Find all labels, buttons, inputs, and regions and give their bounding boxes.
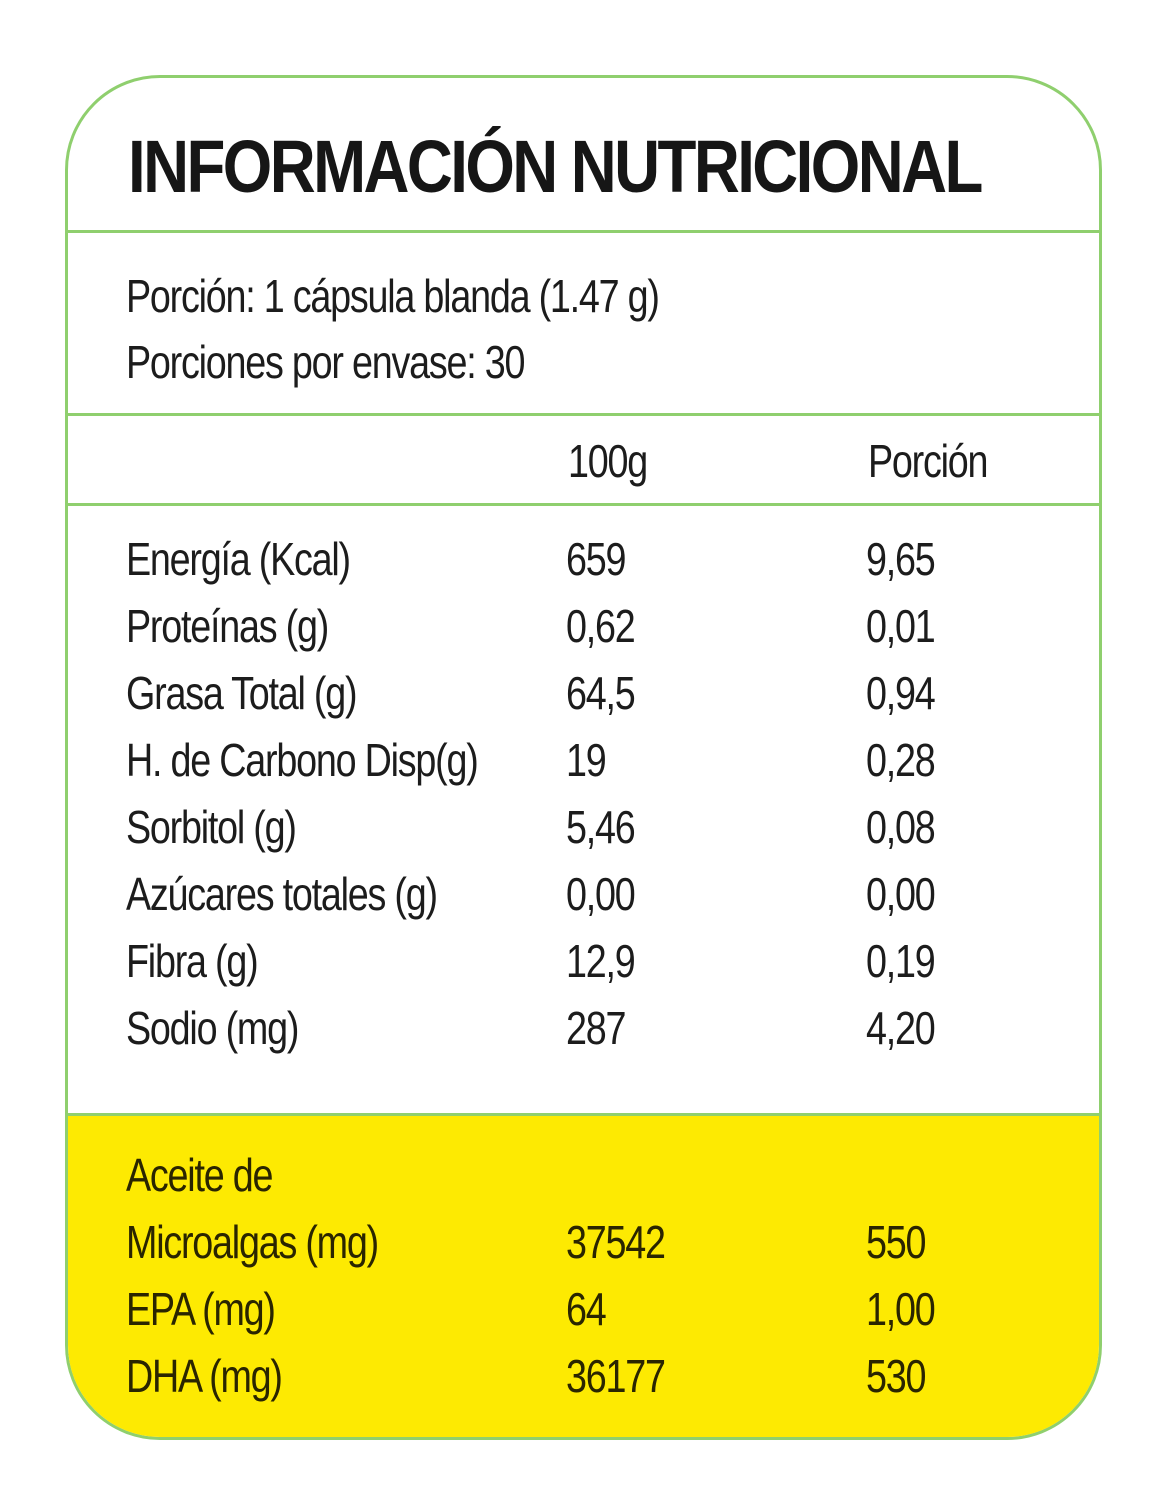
nutrient-name: Fibra (g) bbox=[126, 935, 259, 987]
title-section: INFORMACIÓN NUTRICIONAL bbox=[68, 78, 1099, 233]
column-header-row: 100g Porción bbox=[68, 416, 1099, 506]
nutrient-row-protein: Proteínas (g) 0,62 0,01 bbox=[68, 603, 1099, 669]
nutrient-per-100g: 287 bbox=[566, 1002, 626, 1054]
nutrient-per-serving: 0,19 bbox=[866, 935, 936, 987]
serving-info-section: Porción: 1 cápsula blanda (1.47 g) Porci… bbox=[68, 233, 1099, 416]
nutrient-per-serving: 0,01 bbox=[866, 600, 936, 652]
nutrient-name: Grasa Total (g) bbox=[126, 667, 358, 719]
oil-per-serving: 1,00 bbox=[866, 1283, 936, 1335]
nutrient-row-total-sugars: Azúcares totales (g) 0,00 0,00 bbox=[68, 871, 1099, 937]
nutrient-per-serving: 0,94 bbox=[866, 667, 936, 719]
nutrient-per-100g: 64,5 bbox=[566, 667, 636, 719]
oil-per-serving: 550 bbox=[866, 1216, 926, 1268]
microalgae-oil-section: Aceite de Microalgas (mg) 37542 550 EPA … bbox=[68, 1116, 1099, 1437]
nutrient-name: H. de Carbono Disp(g) bbox=[126, 734, 479, 786]
column-header-per-serving: Porción bbox=[868, 435, 989, 487]
serving-size: Porción: 1 cápsula blanda (1.47 g) bbox=[126, 270, 660, 322]
nutrient-row-sorbitol: Sorbitol (g) 5,46 0,08 bbox=[68, 804, 1099, 870]
nutrient-name: Proteínas (g) bbox=[126, 600, 329, 652]
column-header-per-100g: 100g bbox=[568, 435, 648, 487]
oil-name-line1: Aceite de bbox=[126, 1149, 273, 1201]
oil-heading-row: Aceite de bbox=[68, 1152, 1099, 1218]
oil-per-100g: 37542 bbox=[566, 1216, 666, 1268]
servings-per-container: Porciones por envase: 30 bbox=[126, 336, 525, 388]
oil-name: Microalgas (mg) bbox=[126, 1216, 379, 1268]
nutrient-row-fiber: Fibra (g) 12,9 0,19 bbox=[68, 938, 1099, 1004]
nutrient-per-serving: 0,08 bbox=[866, 801, 936, 853]
oil-row-microalgae: Microalgas (mg) 37542 550 bbox=[68, 1219, 1099, 1285]
nutrient-per-100g: 5,46 bbox=[566, 801, 636, 853]
nutrient-name: Sorbitol (g) bbox=[126, 801, 297, 853]
nutrient-row-carbohydrates: H. de Carbono Disp(g) 19 0,28 bbox=[68, 737, 1099, 803]
label-title: INFORMACIÓN NUTRICIONAL bbox=[128, 125, 983, 208]
nutrient-row-total-fat: Grasa Total (g) 64,5 0,94 bbox=[68, 670, 1099, 736]
oil-row-dha: DHA (mg) 36177 530 bbox=[68, 1353, 1099, 1419]
nutrient-per-100g: 12,9 bbox=[566, 935, 636, 987]
nutrient-per-100g: 0,00 bbox=[566, 868, 636, 920]
nutrient-per-serving: 0,00 bbox=[866, 868, 936, 920]
nutrient-name: Sodio (mg) bbox=[126, 1002, 299, 1054]
oil-per-serving: 530 bbox=[866, 1350, 926, 1402]
nutrient-name: Azúcares totales (g) bbox=[126, 868, 438, 920]
nutrient-row-energy: Energía (Kcal) 659 9,65 bbox=[68, 536, 1099, 602]
nutrients-table: Energía (Kcal) 659 9,65 Proteínas (g) 0,… bbox=[68, 506, 1099, 1116]
nutrient-name: Energía (Kcal) bbox=[126, 533, 351, 585]
nutrient-row-sodium: Sodio (mg) 287 4,20 bbox=[68, 1005, 1099, 1071]
oil-per-100g: 36177 bbox=[566, 1350, 666, 1402]
nutrient-per-serving: 9,65 bbox=[866, 533, 936, 585]
nutrient-per-serving: 0,28 bbox=[866, 734, 936, 786]
oil-per-100g: 64 bbox=[566, 1283, 607, 1335]
nutrient-per-serving: 4,20 bbox=[866, 1002, 936, 1054]
nutrient-per-100g: 659 bbox=[566, 533, 626, 585]
nutrient-per-100g: 0,62 bbox=[566, 600, 636, 652]
oil-row-epa: EPA (mg) 64 1,00 bbox=[68, 1286, 1099, 1352]
nutrient-per-100g: 19 bbox=[566, 734, 607, 786]
oil-name: EPA (mg) bbox=[126, 1283, 276, 1335]
nutrition-facts-panel: INFORMACIÓN NUTRICIONAL Porción: 1 cápsu… bbox=[65, 75, 1102, 1440]
oil-name: DHA (mg) bbox=[126, 1350, 283, 1402]
